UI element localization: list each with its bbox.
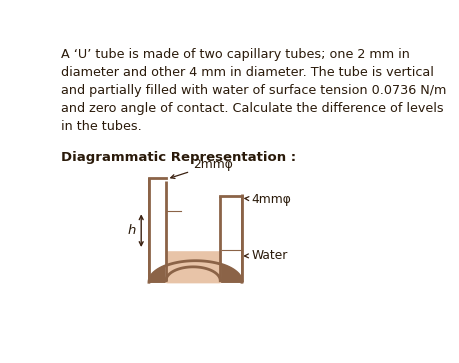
Text: Diagrammatic Representation :: Diagrammatic Representation : xyxy=(61,151,295,164)
Polygon shape xyxy=(166,182,220,281)
Text: Water: Water xyxy=(244,249,287,262)
Text: h: h xyxy=(127,224,135,237)
Polygon shape xyxy=(166,267,220,282)
Text: A ‘U’ tube is made of two capillary tubes; one 2 mm in
diameter and other 4 mm i: A ‘U’ tube is made of two capillary tube… xyxy=(61,48,445,133)
Polygon shape xyxy=(149,178,241,282)
Text: 2mmφ: 2mmφ xyxy=(170,158,233,179)
Text: 4mmφ: 4mmφ xyxy=(244,193,291,207)
